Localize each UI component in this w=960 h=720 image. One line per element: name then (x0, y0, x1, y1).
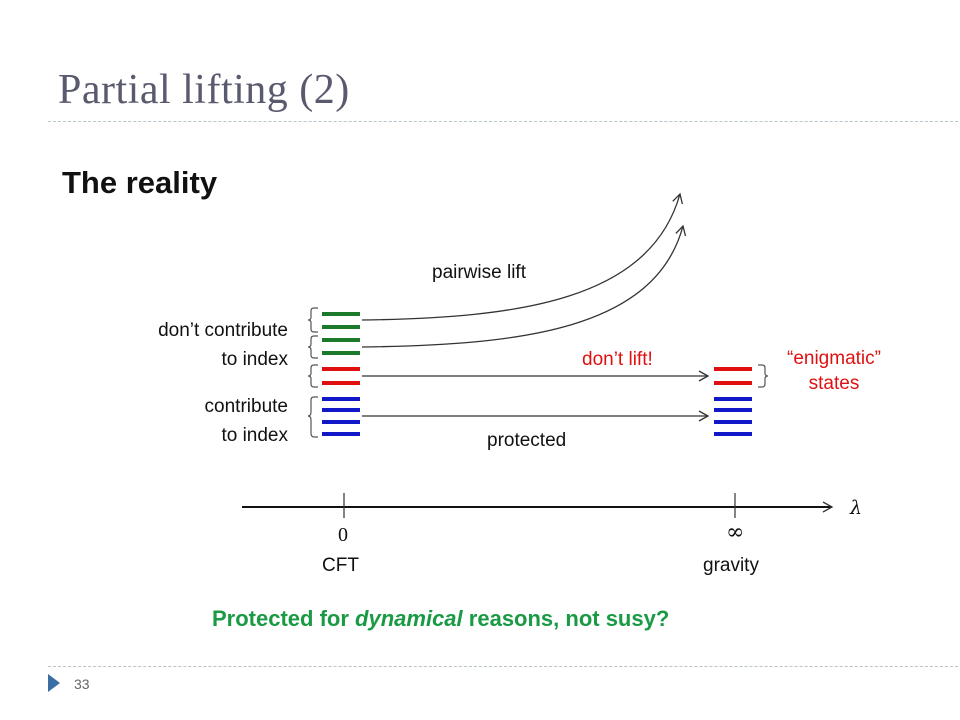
lambda-symbol: λ (850, 497, 863, 519)
conclusion-part3: reasons, not susy? (468, 606, 670, 631)
footer-divider (48, 666, 960, 667)
lift-curve-upper (361, 192, 683, 321)
conclusion-emphasis: dynamical (355, 606, 463, 631)
cft-label: CFT (322, 555, 359, 576)
protected-label: protected (487, 430, 567, 451)
bullet-triangle-icon (48, 674, 60, 692)
states-label: states (808, 373, 860, 394)
tick-zero-label: 0 (338, 524, 348, 546)
dont-lift-label: don’t lift! (582, 349, 653, 370)
enigmatic-label: “enigmatic” (787, 348, 881, 369)
title-divider (48, 121, 960, 122)
brace-red (307, 364, 318, 388)
subtitle: The reality (62, 165, 218, 200)
slide-number: 33 (74, 676, 90, 692)
gravity-label: gravity (703, 555, 759, 576)
conclusion-part1: Protected for (212, 606, 349, 631)
slide-title: Partial lifting (2) (58, 67, 350, 113)
brace-green-lower (307, 335, 318, 359)
brace-right-red (758, 364, 769, 388)
dont-contribute-index-label: to index (221, 349, 288, 370)
dont-contribute-label: don’t contribute (158, 320, 288, 341)
brace-blue (307, 396, 318, 438)
conclusion-text: Protected for dynamical reasons, not sus… (212, 606, 669, 632)
brace-green-upper (307, 307, 318, 333)
tick-inf-label: ∞ (726, 520, 745, 545)
contribute-index-label: to index (221, 425, 288, 446)
lift-curve-lower (361, 224, 687, 348)
pairwise-lift-label: pairwise lift (432, 262, 526, 283)
contribute-label: contribute (204, 396, 288, 417)
